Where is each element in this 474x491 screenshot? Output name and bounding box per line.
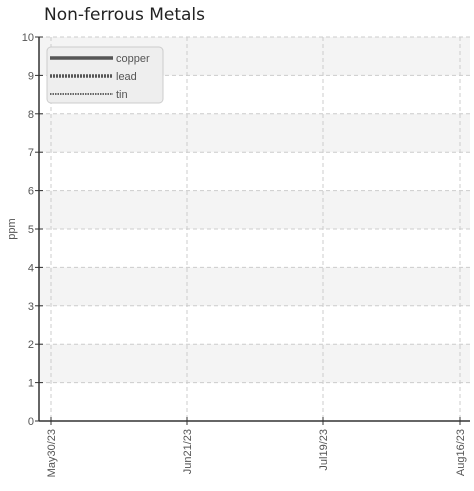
chart-title: Non-ferrous Metals: [44, 5, 206, 25]
x-tick-label: Jun21/23: [182, 429, 194, 474]
legend-label-lead: lead: [116, 71, 137, 83]
y-axis-label: ppm: [6, 218, 18, 239]
plot-band: [39, 267, 470, 306]
y-tick-label: 9: [28, 70, 34, 82]
y-axis-ticks: 0 1 2 3 4 5 6 7 8 9 10: [22, 32, 43, 428]
x-tick-label: Jul19/23: [318, 429, 330, 471]
grid-lines: [39, 36, 470, 421]
y-tick-label: 7: [28, 147, 34, 159]
plot-band: [39, 113, 470, 153]
legend[interactable]: copper lead tin: [46, 46, 164, 104]
y-tick-label: 5: [28, 224, 34, 236]
x-tick-label: May30/23: [46, 429, 58, 477]
y-tick-label: 6: [28, 186, 34, 198]
plot-bands: [39, 37, 470, 383]
y-tick-label: 2: [28, 339, 34, 351]
legend-label-copper: copper: [116, 53, 150, 65]
y-tick-label: 1: [28, 378, 34, 390]
legend-label-tin: tin: [116, 89, 128, 101]
x-tick-label: Aug16/23: [455, 429, 467, 476]
x-axis-ticks: May30/23 Jun21/23 Jul19/23 Aug16/23: [46, 417, 467, 477]
y-tick-label: 3: [28, 301, 34, 313]
y-tick-label: 0: [28, 416, 34, 428]
y-tick-label: 4: [28, 262, 34, 274]
plot-band: [39, 190, 470, 229]
y-tick-label: 10: [22, 32, 34, 44]
y-tick-label: 8: [28, 109, 34, 121]
plot-band: [39, 344, 470, 383]
